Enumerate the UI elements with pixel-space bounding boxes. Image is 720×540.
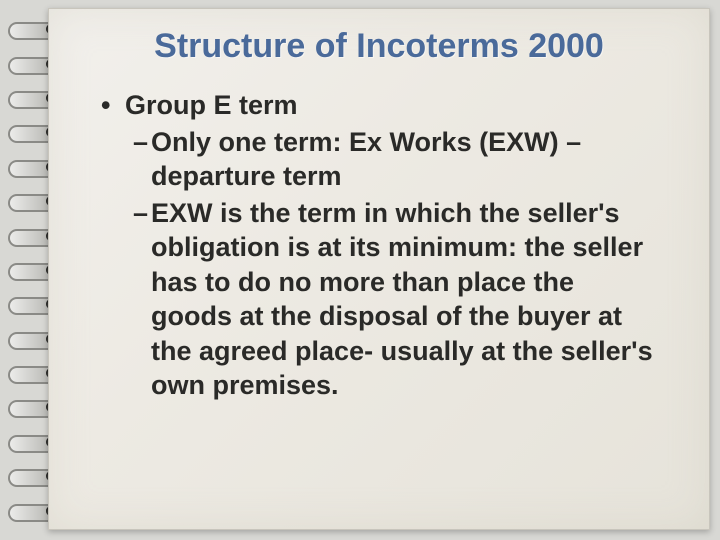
sub-item: – Only one term: Ex Works (EXW) – depart… bbox=[133, 125, 657, 194]
sub-text: Only one term: Ex Works (EXW) – departur… bbox=[151, 125, 657, 194]
slide-content: • Group E term – Only one term: Ex Works… bbox=[101, 88, 657, 403]
slide-title: Structure of Incoterms 2000 bbox=[101, 27, 657, 66]
sub-item: – EXW is the term in which the seller's … bbox=[133, 196, 657, 403]
sub-text: EXW is the term in which the seller's ob… bbox=[151, 196, 657, 403]
bullet-item: • Group E term bbox=[101, 88, 657, 123]
sub-list: – Only one term: Ex Works (EXW) – depart… bbox=[101, 125, 657, 403]
bullet-text: Group E term bbox=[125, 88, 298, 123]
dash-mark: – bbox=[133, 196, 151, 403]
dash-mark: – bbox=[133, 125, 151, 194]
bullet-mark: • bbox=[101, 88, 125, 123]
slide-page: Structure of Incoterms 2000 • Group E te… bbox=[48, 8, 710, 530]
